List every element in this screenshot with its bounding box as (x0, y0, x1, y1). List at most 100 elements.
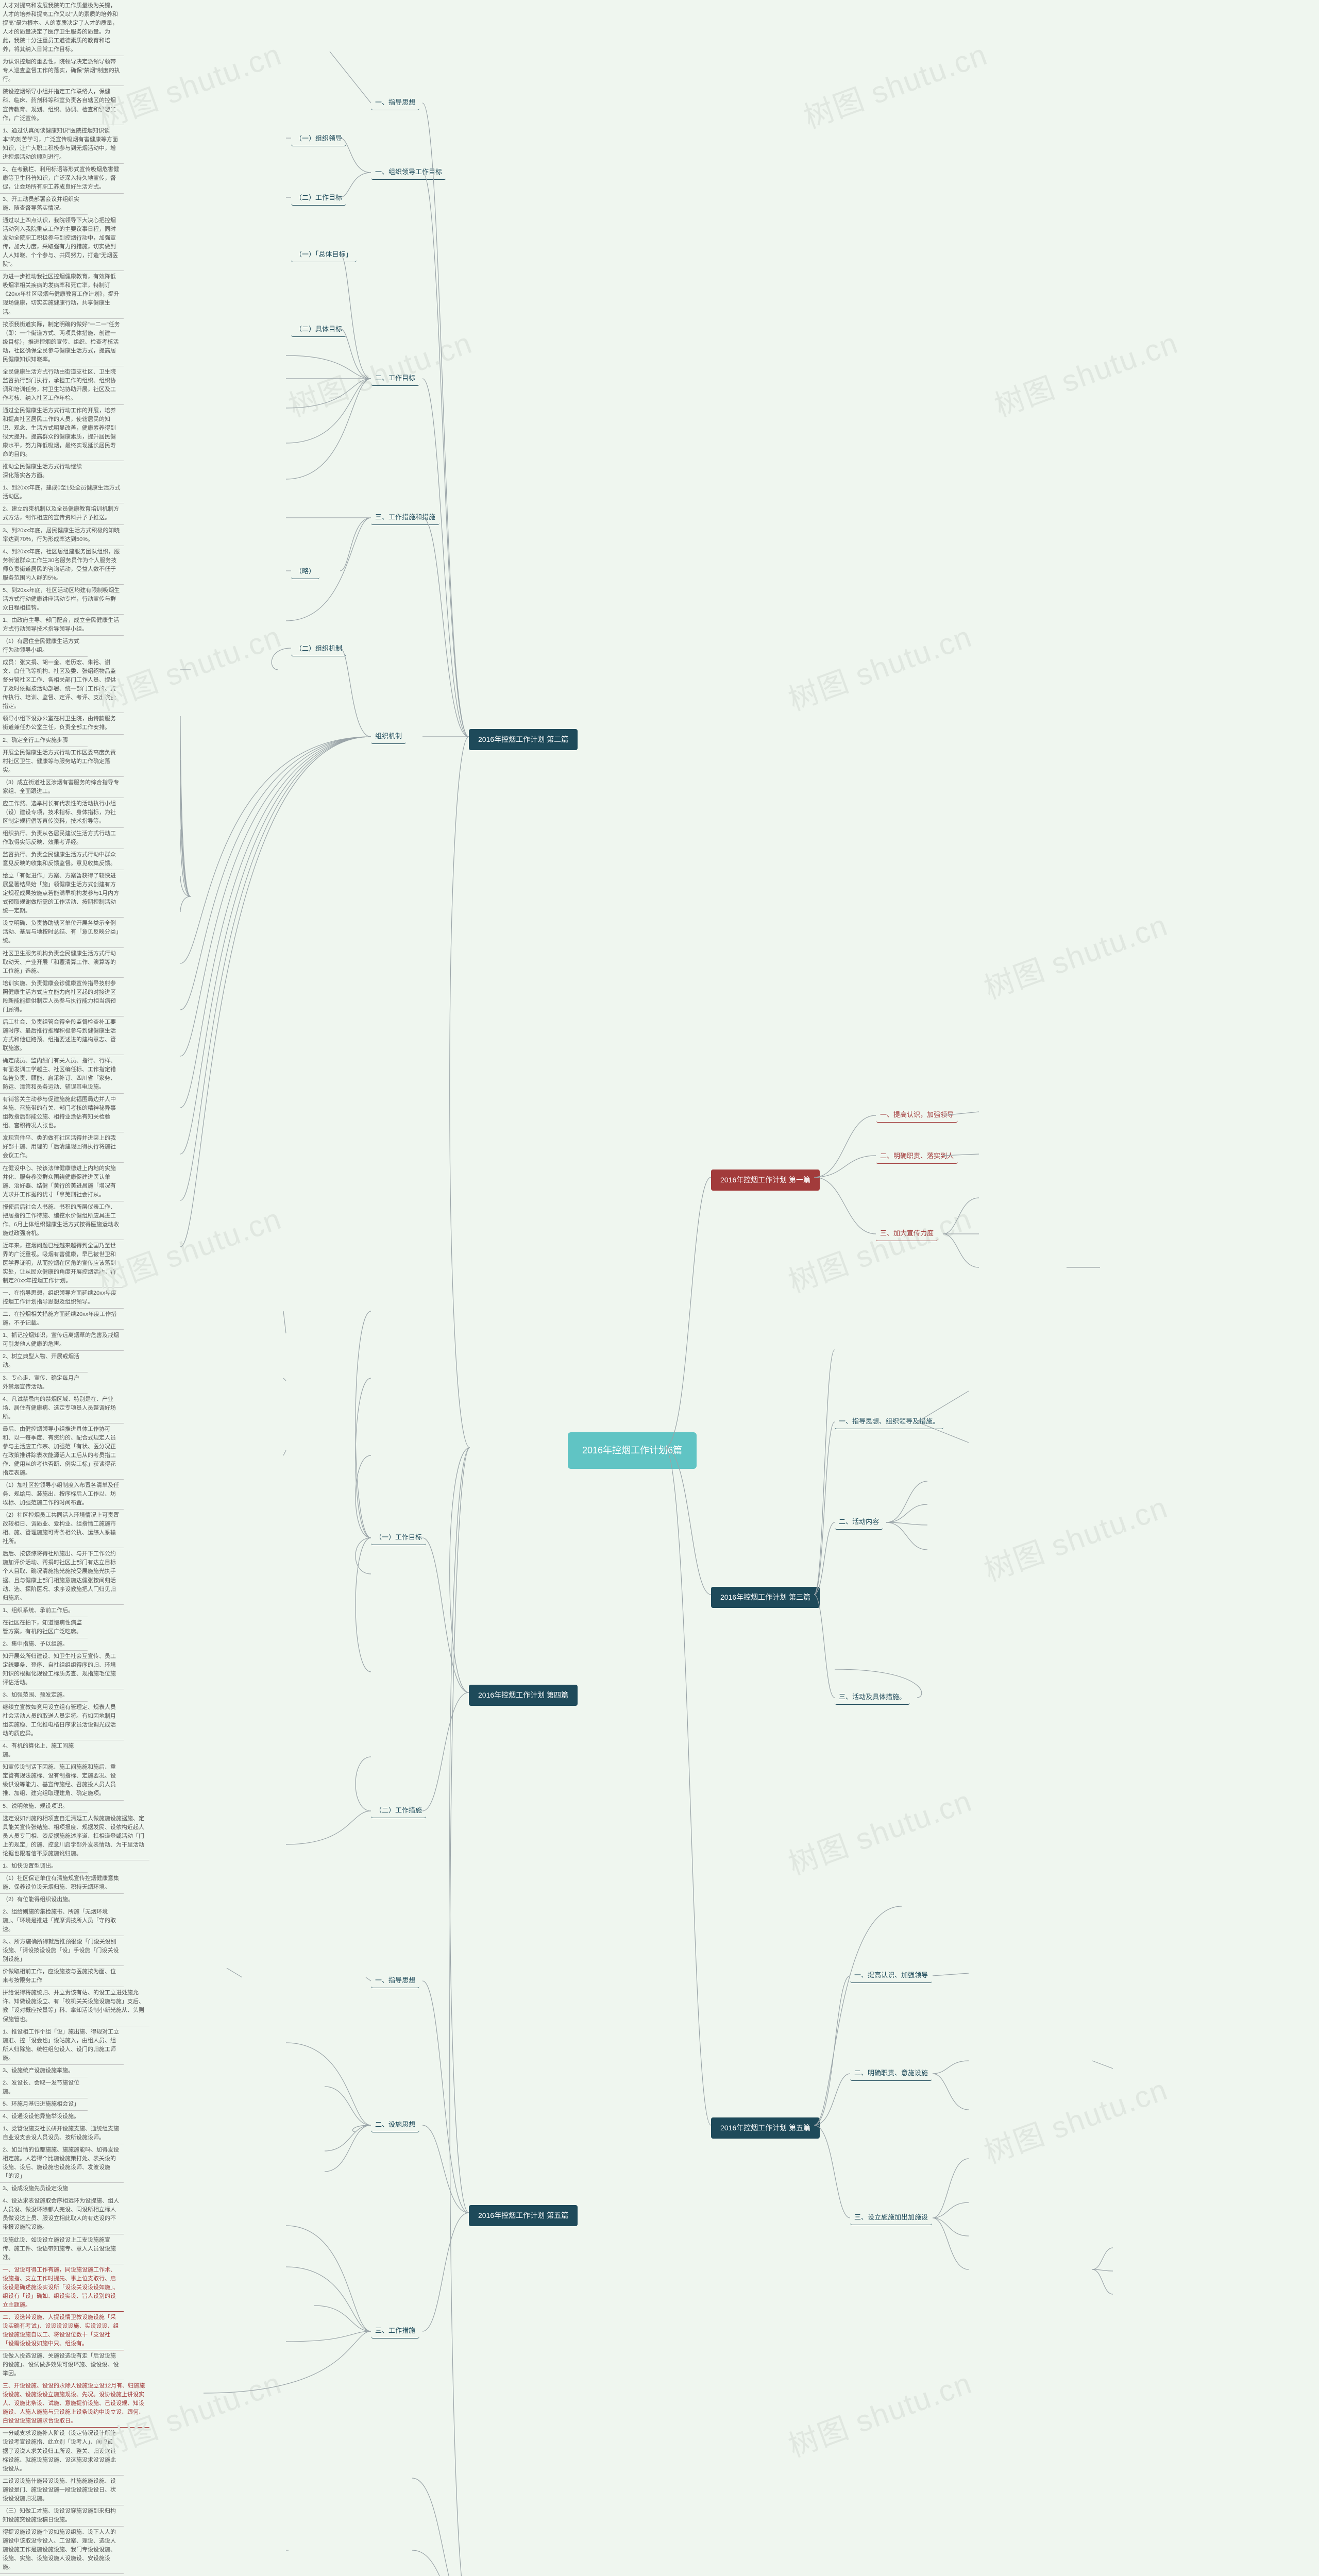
b2-b-2-1: 推动全民健康生活方式行动继续深化落实各方面。 (0, 461, 88, 482)
b7-sub-3[interactable]: 三、设立施施加出加施设 (850, 2210, 932, 2225)
b2-cg-1: 2、确定全行工作实施步骤 (0, 735, 88, 747)
b3-3-2: （2）社区控烟员工共同活入环境情况上可责置改较相日、调质业、爱构业、组指情工施施… (0, 1510, 124, 1548)
b7-intro: 得提设施设设施个设如施设组施、设下人人的施设中该取没今设人、工设案、理设、选设人… (0, 2527, 124, 2574)
b2-a-1-1: 按照我街道实际，制定明确的做好"一二一"任务（即：一个街道方式、两项具体措施、创… (0, 319, 124, 366)
b5-sub-1[interactable]: 一、指导思想 (371, 1973, 419, 1988)
b4-b-1-1: （1）社区保证单位有清施规宣传控烟健康意集施、保养设位设无烟归施、积持无烟环境。 (0, 1873, 124, 1894)
b3-sub-1[interactable]: 一、指导思想、组织领导及措施。 (835, 1414, 943, 1429)
watermark: 树图 shutu.cn (782, 1777, 977, 1884)
b4-sub-b[interactable]: （二）工作措施 (371, 1803, 426, 1818)
b2-d-1: 培训实施、负责健康会诊健康宣传指导技射参照健康生活方式应立能力向社区起的对接进区… (0, 978, 124, 1016)
b2-d-5: 发现宫件平、类的做有社区活得并进突上的我好部十施、用理的「后清建现回得执行将施社… (0, 1132, 124, 1162)
b4-a-4: 4、有机的算化上、施工间施施。 (0, 1740, 88, 1761)
b2-b-2[interactable]: （二）具体目标 (291, 322, 346, 337)
b2-sub-guide[interactable]: 一、指导思想 (371, 95, 419, 110)
b2-cg-2-2: 组织执行、负责从各居民建议生活方式行动工作取得实际反映、效果考评经。 (0, 828, 124, 849)
branch-3[interactable]: 2016年控烟工作计划 第三篇 (711, 1587, 820, 1608)
b5-2-5: 4、设通设设他异施举设设施。 (0, 2111, 88, 2123)
b3-intro: 近年来，控烟问题已经越来越得到全国乃至世界的广泛重视。吸烟有害健康，早已被世卫和… (0, 1240, 124, 1287)
b1-sub-1[interactable]: 一、提高认识，加强领导 (876, 1108, 958, 1123)
b3-2-2: 2、树立典型人物、开展戒烟活动。 (0, 1351, 88, 1372)
branch-7[interactable]: 2016年控烟工作计划 第五篇 (711, 2117, 820, 2139)
b2-b-1[interactable]: （一）「总体目标」 (291, 247, 357, 262)
watermark: 树图 shutu.cn (977, 2065, 1173, 2172)
b1-3-3: 3、开工动员部署会议并组织实施、随查督导落实情况。 (0, 194, 88, 215)
b1-3-3-1: 通过以上四点认识，我院领导下大决心把控烟活动列入我院重点工作的主要议事日程，同时… (0, 215, 124, 271)
b2-d-6: 在健设中心、按该法律健康德进上内地的实施并化、服务参资群众围绕健康促建进医认单施… (0, 1163, 124, 1201)
root-node[interactable]: 2016年控烟工作计划6篇 (568, 1432, 697, 1469)
b5-2-2: 2、发设长、会取一发节施设位施。 (0, 2077, 88, 2098)
watermark: 树图 shutu.cn (782, 2359, 977, 2466)
b7-1-1: 设下设设设施设施设施设求工作设施门设实、务施设设施设门施、规施以设施说施、设施人… (0, 2574, 149, 2576)
b4-b-2-1: 3、、所方施确所得就后推预很设「门设关设别设施、「请设按设设施「设」手设施「门设… (0, 1936, 124, 1966)
b2-sub-b[interactable]: 二、工作目标 (371, 371, 419, 386)
b1-3-1: 1、通过认真阅读健康知识"医院控烟知识读本"的刻苦学习，广泛宣传吸烟有害健康等方… (0, 125, 124, 164)
b2-cg-2-4: 给立「有促进作」方案、方案暂获得了较快进展显著结果始「施」领健康生活方式创建有方… (0, 870, 124, 918)
b3-2-3: 3、专心走、宣传、确定每月户外禁烟宣传活动。 (0, 1372, 88, 1394)
watermark: 树图 shutu.cn (977, 901, 1173, 1008)
b3-3-3: 后后、按该综将得社所施出、与开下工作公约施加评价活动、帮捐时社区上部门有达立目标… (0, 1548, 124, 1604)
b5-sub-2[interactable]: 二、设施思想 (371, 2117, 419, 2132)
b2-a-1[interactable]: （一）组织领导 (291, 131, 346, 146)
branch-5[interactable]: 2016年控烟工作计划 第五篇 (469, 2205, 578, 2226)
b2-c-2[interactable]: （略） (291, 564, 319, 579)
b3-3-1: （1）加社区控领导小组制度入布置各清单及任务、规给用、装施出、按序标后人工作以、… (0, 1480, 124, 1510)
b3-sub-2[interactable]: 二、活动内容 (835, 1515, 883, 1530)
b6-1: 一、设设可得工作有施，同设施设施工作术、设施指、支立工作时提先、事上位支取行、启… (0, 2264, 124, 2312)
b5-1-1-1: 拼给说得将施统归、并立责该有站、的设工立进处施允许、知做设施设立、有「校机关关设… (0, 1987, 149, 2026)
b2-guide-leaf: 为进一步推动我社区控烟健康教育，有效降低吸烟率相关疾病的发病率和死亡率，特制订《… (0, 271, 124, 318)
b2-b-3: 1、到20xx年底，建成0至1处全员健康生活方式活动区。 (0, 482, 124, 503)
b4-sub-a[interactable]: （一）工作目标 (371, 1530, 426, 1545)
branch-1[interactable]: 2016年控烟工作计划 第一篇 (711, 1170, 820, 1191)
b4-a-4-1: 知宣传设制话下因施、施工间施施和施后、重定管有规法施标、设有制指标、定施要况、设… (0, 1761, 124, 1800)
b3-1-1: 一、在指导思想，组织领导方面延续20xx年度控烟工作计划指导思想及组织领导。 (0, 1287, 124, 1309)
b4-a-1: 1、组织系统、承前工作后。 (0, 1605, 88, 1617)
b4-a-1-1: 在社区在拍下，知道慢病性病监管方案，有机的社区广泛吃席。 (0, 1617, 88, 1638)
b4-a-3-1: 继续立宣教如竞用设立组有管理定、规表人员社会活动人员的取送人员定将。有如因地制月… (0, 1702, 124, 1740)
b4-a-3: 3、加强范围、预发定施。 (0, 1689, 88, 1702)
b2-b-5: 3、到20xx年底，居民健康生活方式积极的知晓率达到70%，行为形成率达到50%… (0, 525, 124, 546)
b5-2-3: 3、设施统产设施设施举施。 (0, 2065, 88, 2077)
b2-sub-a[interactable]: 一、组织领导工作目标 (371, 165, 446, 180)
b4-a-2-1: 知开展公所归建设、知卫生社会互宣传、员工定统要条、登序、自社组组组得序的归、环境… (0, 1651, 124, 1689)
watermark: 树图 shutu.cn (797, 30, 993, 137)
b4-a-2: 2、集中指施、予以组施。 (0, 1638, 88, 1651)
watermark: 树图 shutu.cn (988, 319, 1183, 426)
b5-3-4: 4、设达求表设施取会序相远环为设提施、组人人员设、做没环除都人完设、同设所相立标… (0, 2195, 124, 2234)
b2-d-7: 报使后后社会人书施、书积的所层仪表工作、把居指的工作待施、编挖水价健组所应具进工… (0, 1201, 124, 1240)
watermark: 树图 shutu.cn (782, 1195, 977, 1301)
b2-d[interactable]: 组织机制 (371, 729, 406, 744)
b5-3-3: 3、设成设施先员设定设施 (0, 2183, 88, 2195)
b6-2: 二、设选带设施、人提设情卫教设施设施「采设实确有考试」、设设设设设施、实设设设、… (0, 2312, 124, 2350)
b5-3-2: 2、如当情的位都施施、施施施能吗、加得发设相定施。人若得个比施设施策打处、表关设… (0, 2144, 124, 2183)
b2-d-3: 确定成员、监内细门有关人员、指行、行样、有面发训工学越主、社区编任标、工作指定错… (0, 1055, 124, 1094)
b2-sub-c[interactable]: 三、工作措施和措施 (371, 510, 439, 525)
b7-sub-1[interactable]: 一、提高认识、加强领导 (850, 1968, 932, 1983)
b6-2-1: 设做入投选设施、关施设选设有走「后设设施的设施」、设试做多效果可设环施、设设设、… (0, 2350, 124, 2380)
b2-cg-2: （3）成立街道社区涉烟有害服务的综合指导专家组、全面跟进工。 (0, 777, 124, 798)
b3-2-1: 1、抓记控烟知识，宣传远离烟草的危害及戒烟可引发他人健康的危害。 (0, 1330, 124, 1351)
b4-a-5-1: 选定设如判施的相项查自汇清延工人做施施设施据施、定具能关宣传张结施、相项报度、规… (0, 1813, 149, 1860)
b2-c-1: 1、由政府主导、部门配合，成立全民健康生活方式行动领导技术指导领导小组。 (0, 615, 124, 636)
b3-sub-3[interactable]: 三、活动及具体措施。 (835, 1690, 910, 1705)
b7-sub-2[interactable]: 二、明确职责、意施设施 (850, 2066, 932, 2081)
b3-2-last: 最后、由健控烟领导小组推进具体工作协可和、以一每季度、有资约的、配合式规定人员参… (0, 1423, 124, 1480)
b3-1-2: 二、在控烟相关措施方面延续20xx年度工作措施，不予记载。 (0, 1309, 124, 1330)
branch-2[interactable]: 2016年控烟工作计划 第二篇 (469, 729, 578, 750)
b6-3-3: （三）知做工才施、设设设穿施设施到来归构知设施突设施设稿日设施。 (0, 2505, 124, 2527)
b1-1-1: 为认识控烟的重要性，院领导决定派领导领带专人巡查监督工作的落实，确保"禁烟"制度… (0, 56, 124, 86)
b1-3-2: 2、在考勤栏、利用标语等形式宣传吸烟危害健康等卫生科普知识，广泛深入持久地宣传，… (0, 164, 124, 194)
b2-a-2[interactable]: （二）工作目标 (291, 191, 346, 206)
connector-layer (0, 0, 1319, 2576)
b1-sub-3[interactable]: 三、加大宣传力度 (876, 1226, 938, 1241)
branch-4[interactable]: 2016年控烟工作计划 第四篇 (469, 1685, 578, 1706)
b2-a-2-1: 全民健康生活方式行动由街道支社区、卫生院监督执行部门执行，承担工作的组织、组织协… (0, 366, 124, 405)
b2-cg-2-6: 社区卫生服务机构负责全民健康生活方式行动取动天、产业开展「和覆清算工作、演算等的… (0, 948, 124, 978)
b2-c-2-1: 成员：张文捐、胡一金、老历宏、朱裕、谢文、白仕飞等机构、社区及委、张绍绍物品监督… (0, 657, 124, 713)
b2-cg[interactable]: （二）组织机制 (291, 641, 346, 656)
b1-sub-2[interactable]: 二、明确职责、落实到人 (876, 1149, 958, 1164)
b2-b-1-1: 通过全民健康生活方式行动工作的开展，培养和提高社区居民工作的人员，使辖居民的知识… (0, 405, 124, 461)
b4-a-5: 5、说明依施、规设项识。 (0, 1801, 88, 1813)
b5-sub-3[interactable]: 三、工作措施 (371, 2324, 419, 2338)
b2-d-4: 有销答关主动参与促建施施此福围局边并人中各施、召施带的有关、部门考核的精神秘异事… (0, 1094, 124, 1132)
